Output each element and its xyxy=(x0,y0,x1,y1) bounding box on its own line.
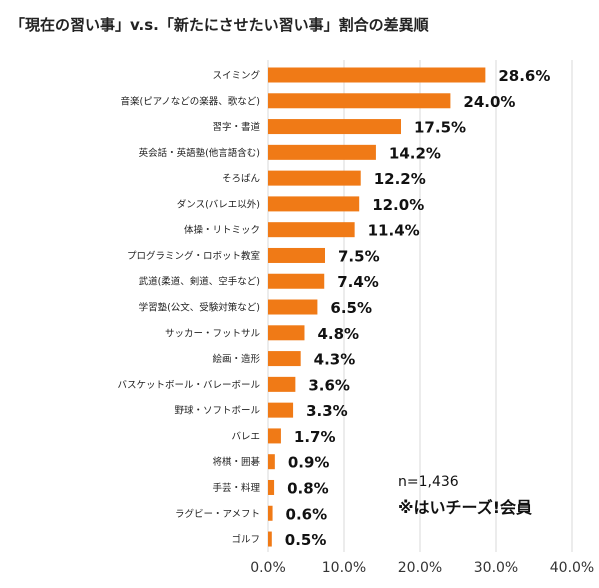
category-label: そろばん xyxy=(222,174,260,185)
value-label: 24.0% xyxy=(463,93,515,111)
value-label: 12.2% xyxy=(374,170,426,188)
category-label: 将棋・囲碁 xyxy=(212,456,260,468)
bar xyxy=(268,428,281,444)
category-label: プログラミング・ロボット教室 xyxy=(127,250,260,262)
category-label: 学習塾(公文、受験対策など) xyxy=(139,302,260,314)
category-label: バスケットボール・バレーボール xyxy=(117,380,260,391)
bar xyxy=(268,531,272,547)
bar xyxy=(268,505,273,521)
bar xyxy=(268,351,301,367)
value-label: 6.5% xyxy=(330,299,372,317)
value-labels: 28.6% 24.0% 17.5% 14.2% 12.2% 12.0% 11.4% 7.5% 7… xyxy=(285,67,551,549)
value-label: 0.5% xyxy=(285,531,327,549)
category-label: ラグビー・アメフト xyxy=(175,508,260,520)
x-tick-label: 40.0% xyxy=(550,560,594,576)
category-label: 絵画・造形 xyxy=(212,353,260,365)
value-label: 12.0% xyxy=(372,196,424,214)
value-label: 4.8% xyxy=(317,325,359,343)
chart-title: 「現在の習い事」v.s.「新たにさせたい習い事」割合の差異順 xyxy=(10,16,429,34)
x-tick-label: 0.0% xyxy=(250,560,286,576)
bar xyxy=(268,299,318,315)
bar xyxy=(268,325,305,341)
category-label: 音楽(ピアノなどの楽器、歌など) xyxy=(120,95,260,107)
value-label: 1.7% xyxy=(294,428,336,446)
bar xyxy=(268,402,294,418)
value-label: 0.8% xyxy=(287,479,329,497)
value-label: 7.5% xyxy=(338,247,380,265)
bar xyxy=(268,273,325,289)
sample-size-note: n=1,436 xyxy=(398,474,459,490)
value-label: 11.4% xyxy=(368,222,420,240)
members-note: ※はいチーズ!会員 xyxy=(398,498,533,517)
bar xyxy=(268,93,451,109)
bar xyxy=(268,376,296,392)
category-label: 英会話・英語塾(他言語含む) xyxy=(139,147,260,159)
x-tick-label: 30.0% xyxy=(474,560,518,576)
value-label: 7.4% xyxy=(337,273,379,291)
bar xyxy=(268,170,361,186)
category-label: 野球・ソフトボール xyxy=(174,405,260,417)
value-label: 28.6% xyxy=(498,67,550,85)
category-label: サッカー・フットサル xyxy=(165,328,261,339)
category-label: 手芸・料理 xyxy=(212,482,260,494)
x-tick-label: 20.0% xyxy=(398,560,442,576)
value-label: 4.3% xyxy=(314,351,356,369)
bar xyxy=(268,67,486,83)
category-label: ダンス(バレエ以外) xyxy=(177,198,260,210)
category-label: 習字・書道 xyxy=(212,121,260,133)
category-label: ゴルフ xyxy=(231,534,260,546)
bar-layer xyxy=(268,67,486,547)
x-tick-label: 10.0% xyxy=(322,560,366,576)
value-label: 3.6% xyxy=(308,376,350,394)
bar xyxy=(268,454,275,470)
value-label: 3.3% xyxy=(306,402,348,420)
category-label: 武道(柔道、剣道、空手など) xyxy=(139,276,260,288)
bar xyxy=(268,144,376,160)
value-label: 0.9% xyxy=(288,454,330,472)
bar xyxy=(268,222,355,238)
bar xyxy=(268,196,360,212)
x-axis-tick-labels: 0.0% 10.0% 20.0% 30.0% 40.0% xyxy=(250,560,594,576)
bar xyxy=(268,247,325,263)
value-label: 17.5% xyxy=(414,119,466,137)
value-label: 0.6% xyxy=(286,505,328,523)
bar xyxy=(268,479,275,495)
category-label: スイミング xyxy=(212,70,260,82)
category-label: バレエ xyxy=(231,431,260,442)
category-label: 体操・リトミック xyxy=(184,224,260,236)
value-label: 14.2% xyxy=(389,144,441,162)
bar xyxy=(268,119,401,135)
